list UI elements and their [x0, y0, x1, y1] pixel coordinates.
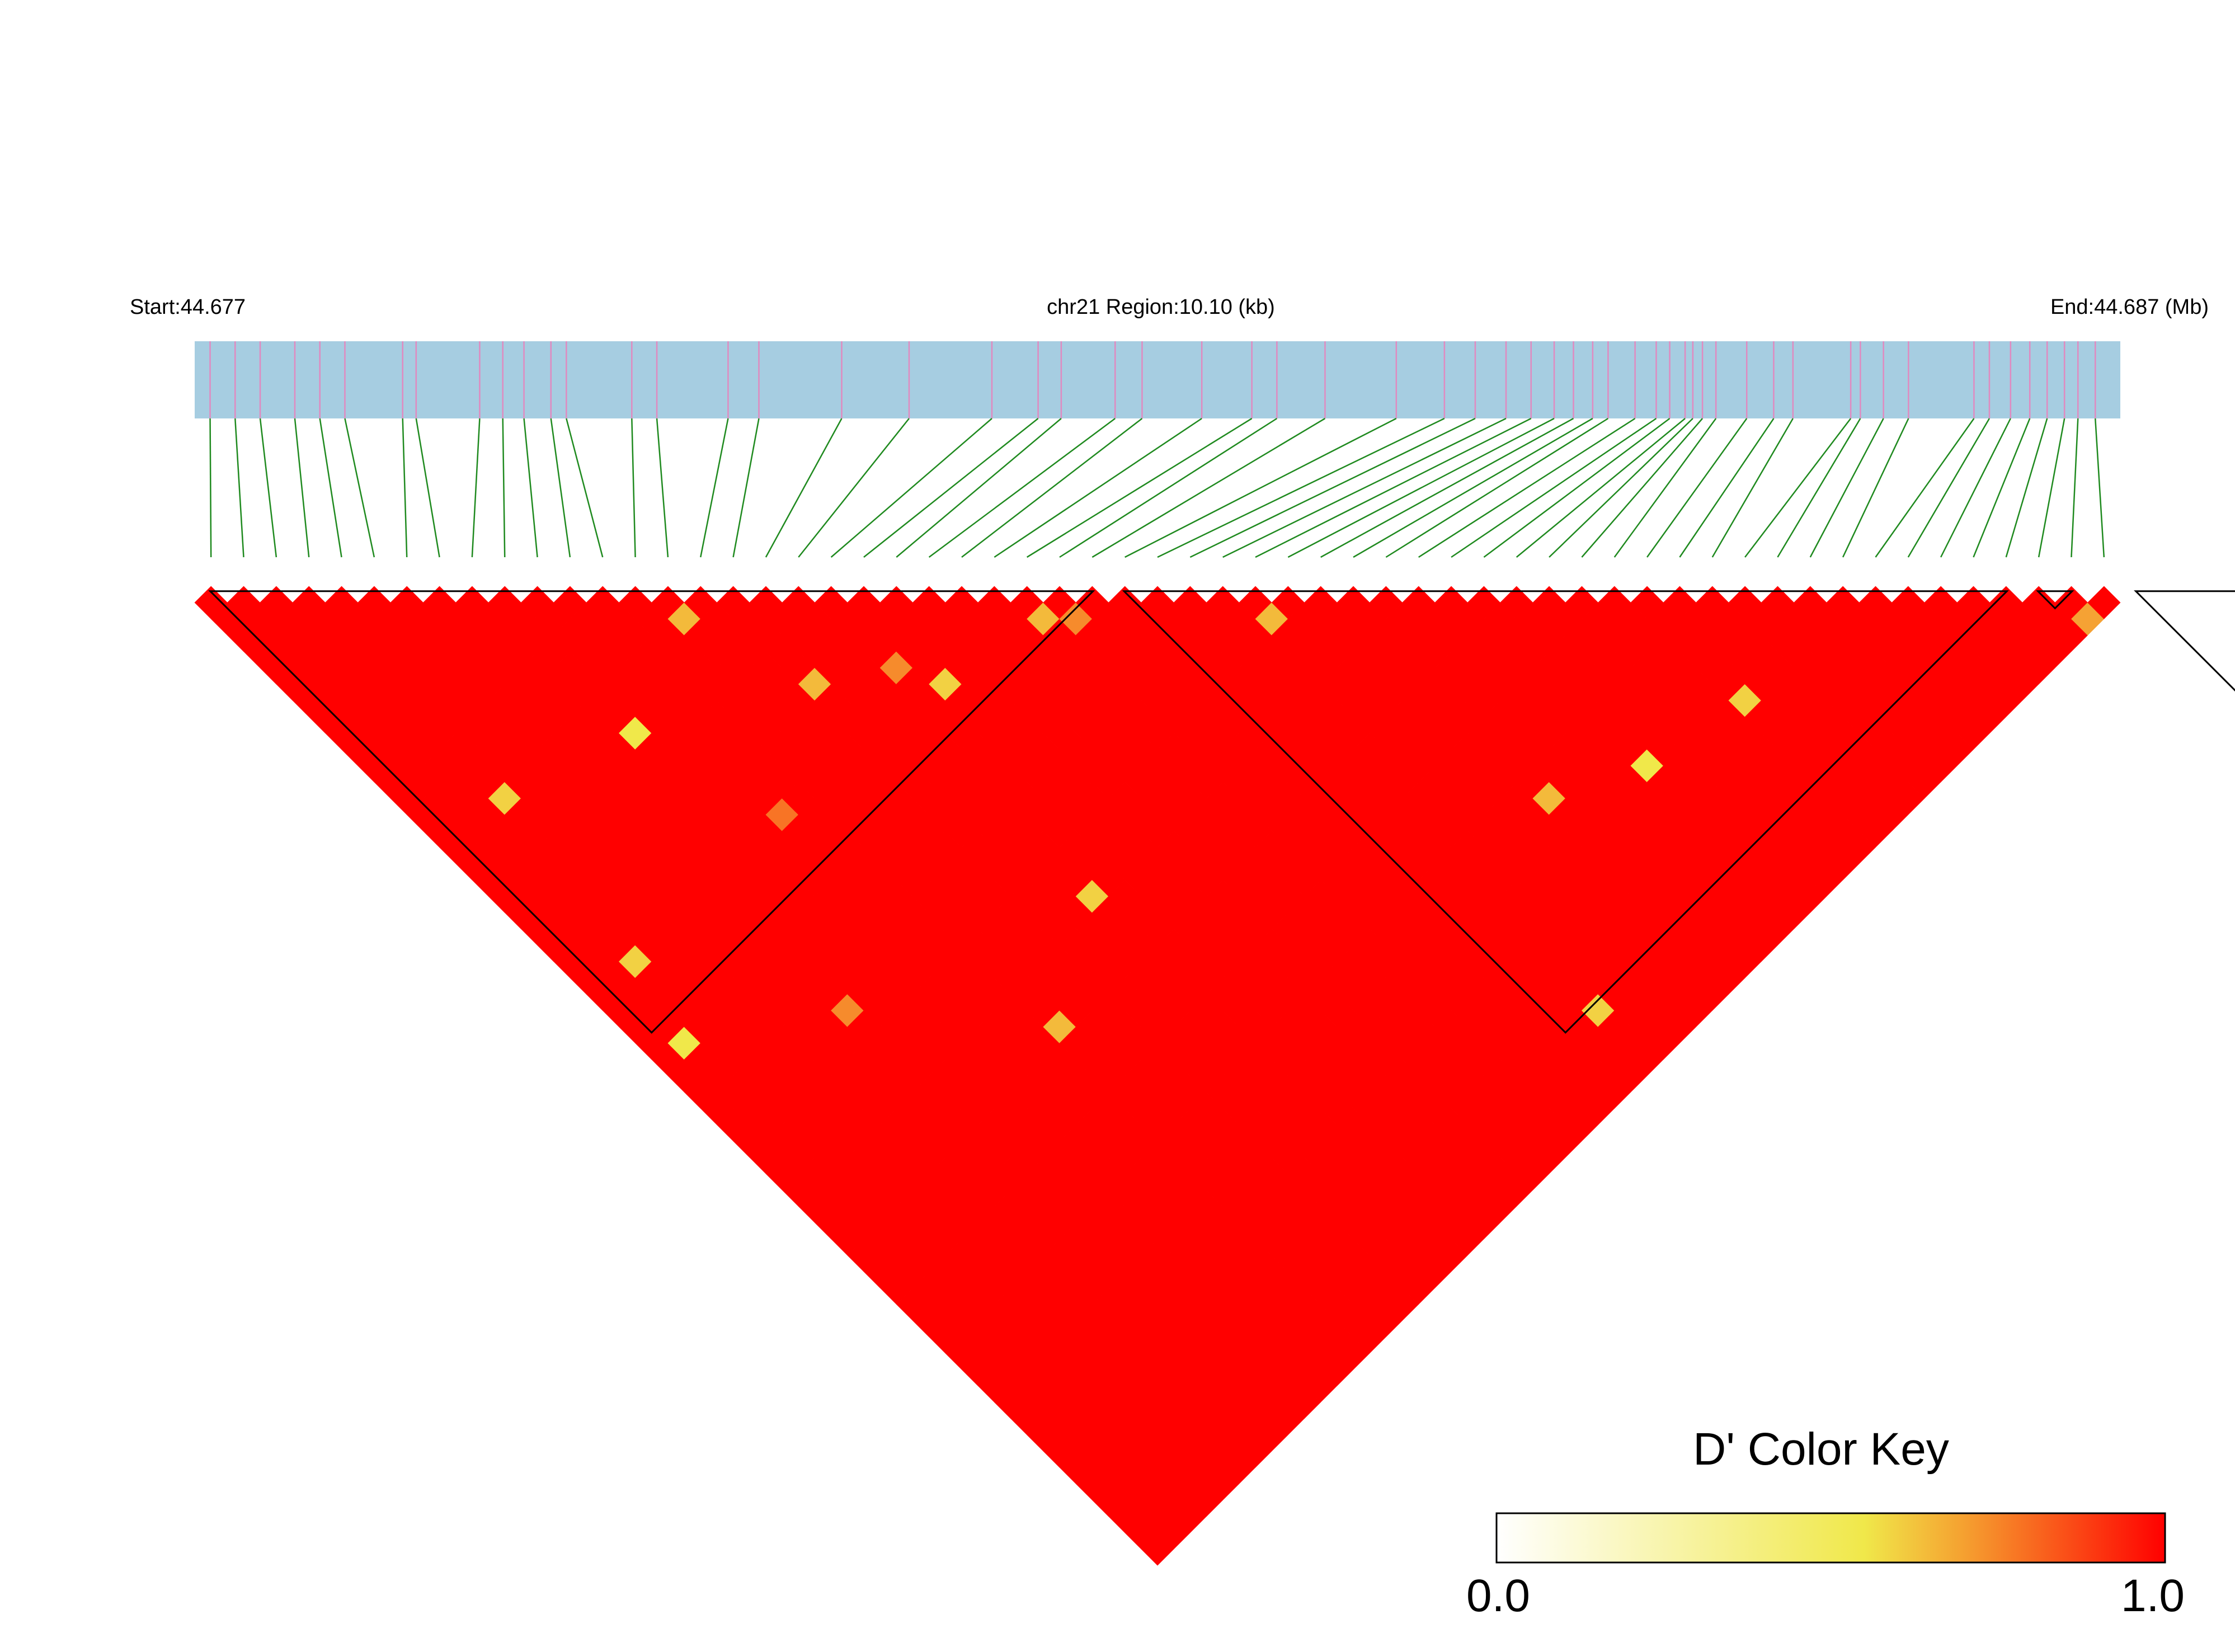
snp-connector: [1516, 418, 1686, 558]
snp-connector: [1385, 417, 1609, 558]
snp-connector: [1711, 418, 1794, 558]
snp-connector: [550, 418, 571, 558]
snp-connector: [209, 418, 212, 558]
snp-connector: [1679, 418, 1775, 558]
snp-connector: [1059, 417, 1278, 558]
snp-connector: [1026, 417, 1253, 558]
snp-connector: [402, 418, 408, 558]
snp-connector: [1973, 418, 2031, 558]
snp-connector: [2005, 418, 2048, 558]
snp-connectors: [209, 417, 2105, 558]
snp-connector: [1613, 418, 1717, 558]
haplotype-block-outline: [208, 590, 1095, 1034]
snp-connector: [994, 417, 1202, 558]
snp-connector: [1907, 418, 1991, 558]
snp-connector: [1646, 418, 1748, 558]
start-label: Start:44.677: [130, 295, 246, 319]
ld-cell: [2087, 586, 2121, 619]
snp-connector: [259, 418, 277, 558]
snp-connector: [415, 418, 440, 558]
snp-connector: [2071, 418, 2079, 558]
ld-cells: [194, 586, 2121, 1566]
snp-connector: [294, 418, 310, 558]
haplotype-blocks: [208, 590, 2235, 1034]
haplotype-block-outline: [2134, 590, 2235, 692]
snp-connector: [1875, 418, 1975, 558]
snp-connector: [798, 418, 910, 558]
legend-max-label: 1.0: [2121, 1570, 2185, 1621]
snp-connector: [523, 418, 538, 558]
snp-connector: [1418, 417, 1636, 558]
end-label: End:44.687 (Mb): [2050, 295, 2209, 319]
snp-connector: [656, 418, 669, 558]
snp-connector: [1091, 417, 1326, 558]
snp-connector: [1581, 418, 1704, 558]
snp-connector: [1157, 417, 1445, 558]
haplotype-block-outline: [2036, 590, 2074, 610]
snp-connector: [1287, 417, 1555, 558]
snp-connector: [1124, 417, 1397, 558]
legend-color-bar: [1495, 1512, 2166, 1564]
snp-connector: [896, 418, 1062, 558]
legend-title: D' Color Key: [1693, 1424, 1949, 1475]
snp-connector: [1549, 418, 1693, 558]
snp-connector: [234, 418, 244, 558]
snp-connector: [732, 418, 760, 558]
snp-connector: [2095, 418, 2105, 558]
snp-ticks: [209, 341, 2096, 418]
snp-connector: [928, 417, 1116, 558]
legend-min-label: 0.0: [1466, 1570, 1530, 1621]
snp-connector: [502, 418, 506, 558]
snp-connector: [471, 418, 481, 558]
snp-connector: [1222, 417, 1507, 558]
snp-connector: [2038, 418, 2065, 558]
snp-connector: [1809, 418, 1884, 558]
snp-connector: [631, 418, 636, 558]
snp-connector: [830, 418, 992, 558]
snp-connector: [863, 418, 1039, 558]
snp-connector: [1483, 417, 1671, 558]
chromosome-track: [195, 341, 2120, 418]
snp-connector: [319, 418, 342, 558]
snp-connector: [1451, 417, 1657, 558]
region-label: chr21 Region:10.10 (kb): [1047, 295, 1275, 319]
snp-connector: [1744, 418, 1852, 558]
snp-connector: [1940, 418, 2011, 558]
snp-connector: [961, 418, 1143, 558]
snp-connector: [700, 418, 729, 558]
snp-connector: [1777, 418, 1861, 558]
snp-connector: [1255, 417, 1532, 558]
snp-connector: [1353, 417, 1593, 558]
snp-connector: [765, 418, 843, 558]
snp-connector: [344, 418, 375, 558]
snp-connector: [1842, 418, 1909, 558]
haplotype-block-outline: [1122, 590, 2009, 1034]
snp-connector: [566, 418, 604, 558]
snp-connector: [1320, 417, 1574, 558]
snp-connector: [1189, 417, 1476, 558]
